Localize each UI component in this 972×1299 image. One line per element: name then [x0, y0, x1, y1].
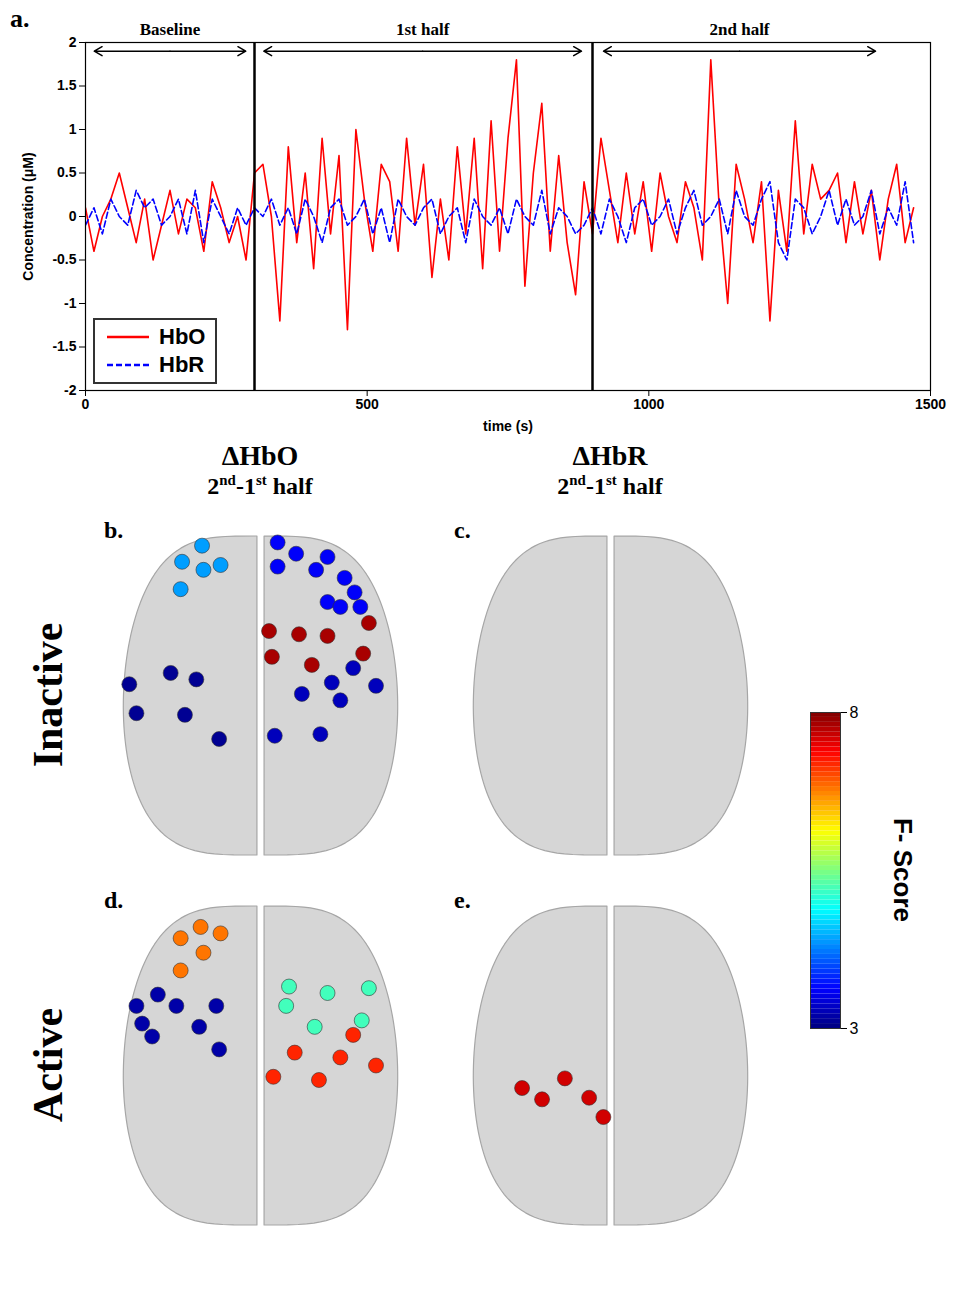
svg-text:8: 8	[850, 704, 859, 721]
html-text:Inactive: Inactive	[25, 622, 71, 768]
html-text:a.: a.	[10, 4, 30, 33]
svg-text:2nd half: 2nd half	[710, 20, 770, 39]
svg-text:-1.5: -1.5	[52, 338, 76, 354]
html-text:HbO: HbO	[159, 324, 206, 349]
html-text:2nd-1sthalf: 2nd-1sthalf	[557, 472, 663, 499]
html-text:d.: d.	[104, 887, 124, 913]
svg-text:0: 0	[82, 396, 90, 412]
svg-text:0: 0	[69, 208, 77, 224]
svg-text:1st half: 1st half	[396, 20, 450, 39]
html-text:b.: b.	[104, 517, 124, 543]
svg-text:time (s): time (s)	[483, 418, 533, 434]
html-text:e.: e.	[454, 887, 471, 913]
svg-text:2: 2	[69, 34, 77, 50]
html-text:ΔHbO: ΔHbO	[221, 440, 299, 471]
svg-text:1500: 1500	[915, 396, 946, 412]
svg-text:1: 1	[69, 121, 77, 137]
svg-text:Baseline: Baseline	[140, 20, 201, 39]
svg-text:-1: -1	[64, 295, 77, 311]
html-text:HbR: HbR	[159, 352, 205, 377]
html-text:2nd-1sthalf: 2nd-1sthalf	[207, 472, 313, 499]
html-text:c.: c.	[454, 517, 471, 543]
svg-text:-2: -2	[64, 382, 77, 398]
svg-text:500: 500	[355, 396, 379, 412]
svg-text:0.5: 0.5	[57, 164, 77, 180]
svg-text:-0.5: -0.5	[52, 251, 76, 267]
svg-text:1.5: 1.5	[57, 77, 77, 93]
html-text:ΔHbR: ΔHbR	[572, 440, 648, 471]
html-text:Active: Active	[25, 1007, 71, 1123]
svg-text:1000: 1000	[633, 396, 664, 412]
html-text:F- Score: F- Score	[887, 818, 918, 922]
svg-text:Concentration (μM): Concentration (μM)	[20, 152, 36, 280]
svg-text:3: 3	[850, 1020, 859, 1037]
